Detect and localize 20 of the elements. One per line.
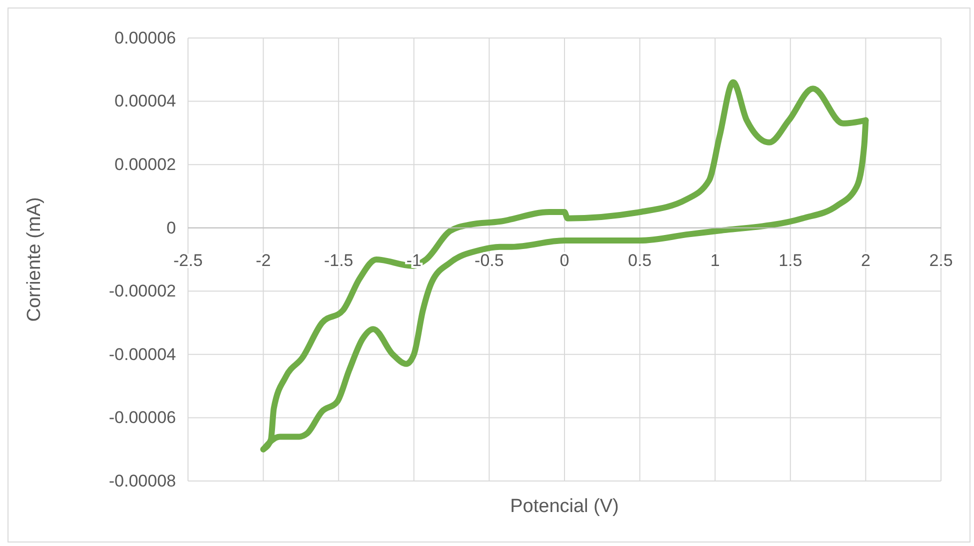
x-tick-label: 0.5 [628,250,652,270]
x-tick-label: -1.5 [324,250,354,270]
y-tick-label: -0.00008 [108,471,176,490]
y-axis-title: Corriente (mA) [24,197,45,322]
y-tick-label: -0.00006 [108,408,176,428]
y-tick-label: -0.00002 [108,282,176,301]
x-tick-label: -0.5 [474,250,504,270]
y-tick-label: 0 [166,218,176,238]
y-tick-label: -0.00004 [108,344,176,364]
x-axis-title: Potencial (V) [510,496,619,517]
y-tick-label: 0.00004 [114,92,176,111]
x-tick-label: 2.5 [929,250,953,270]
x-tick-label: 2 [860,250,870,270]
y-tick-label: 0.00002 [114,155,176,174]
x-tick-label: -2.5 [173,250,203,270]
x-tick-label: 1 [710,250,720,270]
y-tick-label: 0.00006 [114,28,176,48]
x-tick-label: 1.5 [778,250,802,270]
x-tick-label: -2 [256,250,271,270]
x-tick-label: 0 [560,250,570,270]
